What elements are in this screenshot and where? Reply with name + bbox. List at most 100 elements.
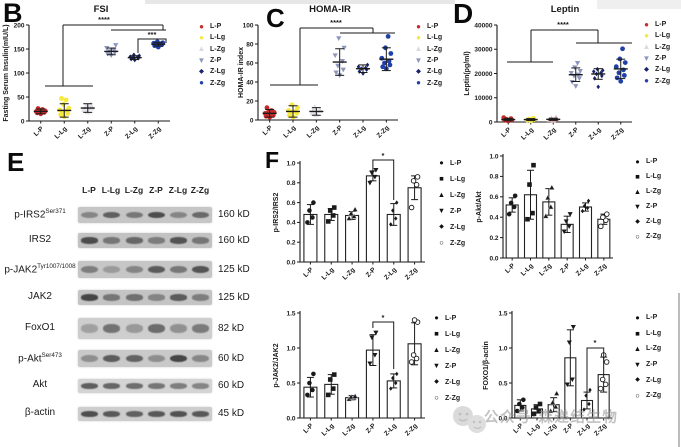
diamond-marker-icon: ◆ bbox=[199, 67, 204, 75]
data-point bbox=[389, 386, 393, 391]
data-point bbox=[566, 340, 572, 346]
data-point bbox=[531, 411, 537, 417]
f1-legend: ● L-P ■ L-Lg ▲ L-Zg ▼ Z-P ◆ Z-Lg ○ Z-Zg bbox=[437, 155, 465, 251]
data-point bbox=[330, 213, 336, 218]
legend-item: ● L-P bbox=[414, 21, 442, 32]
blot-band bbox=[125, 294, 143, 301]
leptin-scatter-chart: 0 10000 20000 30000 40000 Leptin Leptin(pg/ml)… bbox=[461, 0, 681, 148]
blot-band bbox=[169, 211, 187, 219]
legend-label: Z-Lg bbox=[210, 68, 226, 76]
data-point bbox=[613, 64, 619, 70]
legend-item: ■ L-Lg bbox=[633, 169, 661, 184]
data-point bbox=[596, 84, 601, 90]
data-point bbox=[533, 405, 539, 410]
circle-marker-icon: ● bbox=[416, 32, 421, 42]
circle-marker-icon: ● bbox=[635, 313, 640, 323]
data-point bbox=[331, 205, 337, 210]
data-point bbox=[410, 352, 417, 358]
chart-text: 0.0 bbox=[489, 255, 498, 262]
blot-band bbox=[169, 265, 187, 274]
data-point bbox=[382, 60, 387, 66]
data-point bbox=[305, 392, 310, 398]
data-point bbox=[286, 108, 291, 113]
fsi-legend: ● L-P ● L-Lg ▲ L-Zg ▼ Z-P ◆ Z-Lg ● Z-Zg bbox=[197, 21, 226, 89]
legend-label: Z-Lg bbox=[646, 376, 662, 384]
data-point bbox=[599, 376, 606, 383]
data-point bbox=[569, 377, 575, 383]
chart-text: 0.8 bbox=[286, 180, 295, 187]
data-point bbox=[506, 211, 512, 217]
blot-band bbox=[191, 265, 209, 274]
legend-label: L-P bbox=[427, 23, 439, 31]
data-point bbox=[408, 204, 415, 211]
diamond-marker-icon: ◆ bbox=[644, 65, 649, 73]
chart-text: 1.5 bbox=[498, 310, 507, 317]
data-point bbox=[544, 194, 551, 200]
y-axis-label: Fasting Serum Insulin(mIU/L) bbox=[3, 24, 10, 121]
x-tick-label: L-Zg bbox=[341, 266, 356, 281]
blot-band bbox=[125, 237, 143, 244]
data-point bbox=[566, 224, 572, 230]
square-marker-icon: ■ bbox=[434, 329, 439, 339]
legend-item: ▲ L-Zg bbox=[432, 342, 460, 358]
lane-header: L-P bbox=[82, 185, 96, 195]
data-point bbox=[547, 203, 554, 210]
data-point bbox=[515, 408, 520, 414]
data-point bbox=[295, 105, 300, 111]
data-point bbox=[408, 359, 415, 365]
molecular-weight-label: 125 kD bbox=[218, 263, 250, 275]
x-tick-label: L-Lg bbox=[321, 266, 336, 281]
bar bbox=[578, 206, 593, 259]
legend-item: ● L-P bbox=[197, 21, 225, 32]
data-point bbox=[307, 208, 312, 213]
legend-label: L-Lg bbox=[445, 330, 461, 338]
circle-marker-icon: ● bbox=[199, 78, 204, 88]
data-point bbox=[569, 79, 575, 85]
blot-band bbox=[191, 354, 209, 363]
data-point bbox=[531, 162, 536, 168]
x-tick-label: L-P bbox=[33, 125, 46, 138]
y-axis-label: p-IRS2/IRS2 bbox=[273, 193, 280, 233]
blot-band bbox=[169, 324, 187, 333]
blot-band bbox=[169, 237, 187, 244]
data-point bbox=[618, 78, 624, 84]
legend-item: ▲ L-Zg bbox=[633, 184, 661, 199]
x-tick-label: Z-P bbox=[568, 126, 581, 139]
x-tick-label: L-Lg bbox=[54, 125, 69, 140]
data-point bbox=[582, 407, 586, 412]
data-point bbox=[552, 403, 559, 409]
blot-band bbox=[102, 411, 120, 417]
bar bbox=[365, 175, 380, 263]
diamond-marker-icon: ◆ bbox=[635, 377, 640, 384]
data-point bbox=[548, 184, 555, 190]
circle-marker-icon: ● bbox=[644, 76, 649, 86]
legend-item: ◆ Z-Lg bbox=[414, 66, 442, 77]
blot-band bbox=[147, 265, 165, 274]
chart-text: 80 bbox=[246, 41, 254, 48]
legend-item: ◆ Z-Lg bbox=[432, 374, 460, 390]
blot-band bbox=[102, 237, 120, 244]
blot-band bbox=[125, 324, 143, 333]
legend-label: Z-P bbox=[646, 203, 658, 210]
data-point bbox=[622, 60, 628, 65]
legend-item: ◆ Z-Lg bbox=[197, 66, 225, 77]
data-point bbox=[311, 200, 316, 205]
data-point bbox=[582, 203, 587, 209]
legend-label: L-Zg bbox=[427, 45, 443, 53]
x-tick-label: Z-Lg bbox=[383, 422, 398, 437]
blot-band bbox=[191, 294, 209, 301]
data-point bbox=[573, 84, 579, 89]
circle-marker-icon: ● bbox=[199, 32, 204, 42]
legend-label: L-Lg bbox=[646, 329, 662, 337]
triangle-down-marker-icon: ▼ bbox=[414, 55, 423, 65]
chart-text: 0.6 bbox=[286, 200, 295, 207]
legend-item: ● L-P bbox=[432, 310, 460, 326]
data-point bbox=[346, 215, 352, 221]
legend-label: Z-Zg bbox=[646, 392, 662, 400]
blot-strip bbox=[78, 318, 212, 339]
data-point bbox=[410, 178, 417, 184]
panel-letter-b: B bbox=[3, 0, 23, 28]
data-point bbox=[325, 219, 331, 224]
blot-strip bbox=[78, 261, 212, 278]
triangle-marker-icon: ▲ bbox=[633, 186, 642, 196]
